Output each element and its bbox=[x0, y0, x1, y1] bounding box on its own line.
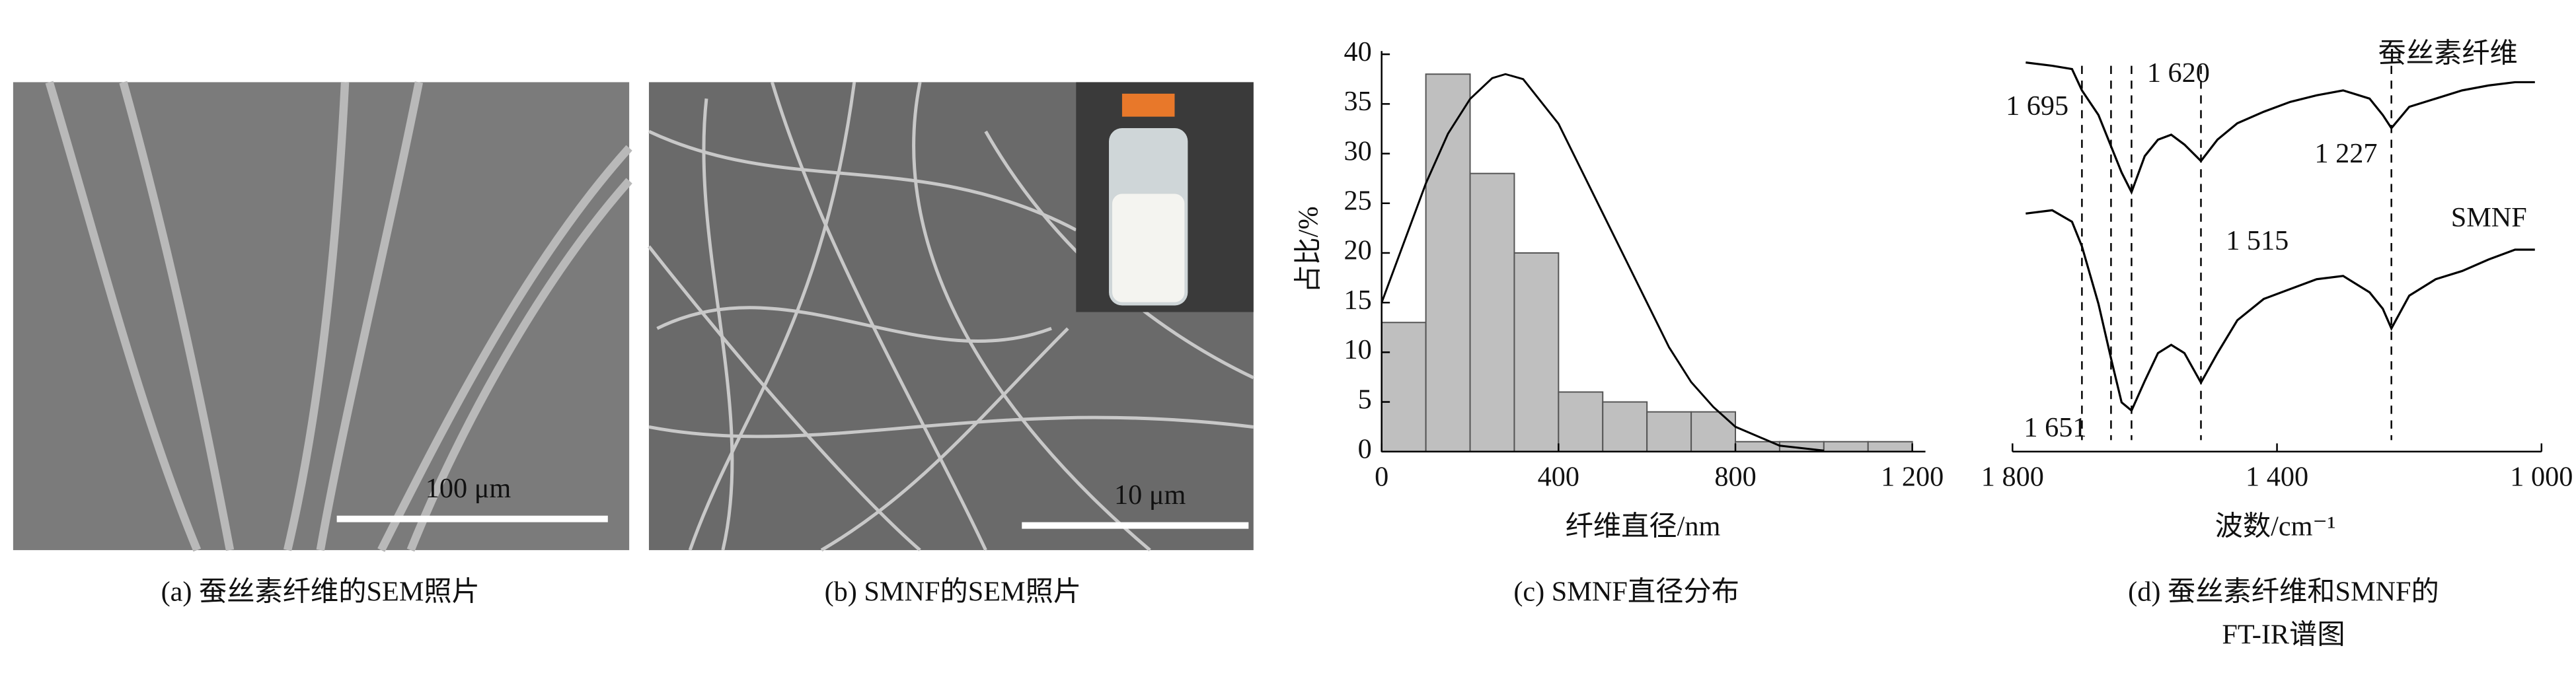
marker-label: 1 695 bbox=[2006, 90, 2068, 122]
bar bbox=[1690, 411, 1737, 452]
caption: (c) SMNF直径分布 bbox=[1513, 577, 1739, 608]
spectrum-line bbox=[2026, 61, 2535, 195]
sem-image bbox=[13, 82, 630, 550]
x-tick-label: 800 bbox=[1714, 462, 1756, 493]
fibers bbox=[45, 81, 632, 552]
bar bbox=[1823, 441, 1869, 452]
x-axis-label: 纤维直径/nm bbox=[1566, 511, 1721, 542]
caption: (b) SMNF的SEM照片 bbox=[825, 577, 1082, 608]
bottle-liquid bbox=[1112, 194, 1185, 302]
bar bbox=[1646, 411, 1692, 452]
bar bbox=[1425, 73, 1471, 452]
scale-label: 10 μm bbox=[1114, 480, 1186, 511]
bottle-cap bbox=[1121, 93, 1175, 117]
y-tick-label: 15 bbox=[1344, 285, 1372, 316]
photo-b: 10 μm bbox=[648, 81, 1254, 552]
y-tick-label: 20 bbox=[1344, 235, 1372, 266]
caption: (d) 蚕丝素纤维和SMNF的 bbox=[2128, 577, 2439, 608]
y-tick-label: 25 bbox=[1344, 185, 1372, 216]
caption: (a) 蚕丝素纤维的SEM照片 bbox=[161, 577, 480, 608]
y-tick-label: 40 bbox=[1344, 36, 1372, 67]
y-axis-label: 占比/% bbox=[1293, 206, 1324, 293]
caption: FT-IR谱图 bbox=[2222, 619, 2345, 650]
bar bbox=[1602, 401, 1648, 452]
x-tick-label: 1 400 bbox=[2246, 462, 2308, 493]
bar bbox=[1513, 252, 1560, 452]
spectrum-line bbox=[2026, 209, 2535, 413]
marker-label: 1 227 bbox=[2314, 138, 2377, 169]
y-tick-label: 35 bbox=[1344, 86, 1372, 117]
bar bbox=[1469, 172, 1515, 452]
y-tick-label: 0 bbox=[1358, 433, 1372, 464]
x-tick-label: 1 800 bbox=[1981, 462, 2044, 493]
y-tick-label: 30 bbox=[1344, 135, 1372, 166]
bar bbox=[1381, 322, 1427, 452]
x-tick-label: 0 bbox=[1375, 462, 1388, 493]
series-label: SMNF bbox=[2451, 202, 2527, 233]
marker-label: 1 651 bbox=[2024, 412, 2086, 443]
x-tick-label: 1 200 bbox=[1881, 462, 1944, 493]
scale-label: 100 μm bbox=[426, 473, 511, 504]
bar bbox=[1558, 391, 1604, 452]
marker-label: 1 620 bbox=[2147, 57, 2210, 89]
y-tick-label: 10 bbox=[1344, 334, 1372, 365]
x-tick-label: 400 bbox=[1538, 462, 1579, 493]
y-tick-label: 5 bbox=[1358, 384, 1372, 415]
fit-curve bbox=[1381, 73, 1825, 452]
series-label: 蚕丝素纤维 bbox=[2378, 38, 2517, 69]
x-tick-label: 1 000 bbox=[2510, 462, 2573, 493]
marker-label: 1 515 bbox=[2226, 225, 2289, 256]
x-axis-label: 波数/cm⁻¹ bbox=[2215, 511, 2336, 542]
bar bbox=[1867, 441, 1913, 452]
photo-a: 100 μm bbox=[13, 81, 632, 552]
